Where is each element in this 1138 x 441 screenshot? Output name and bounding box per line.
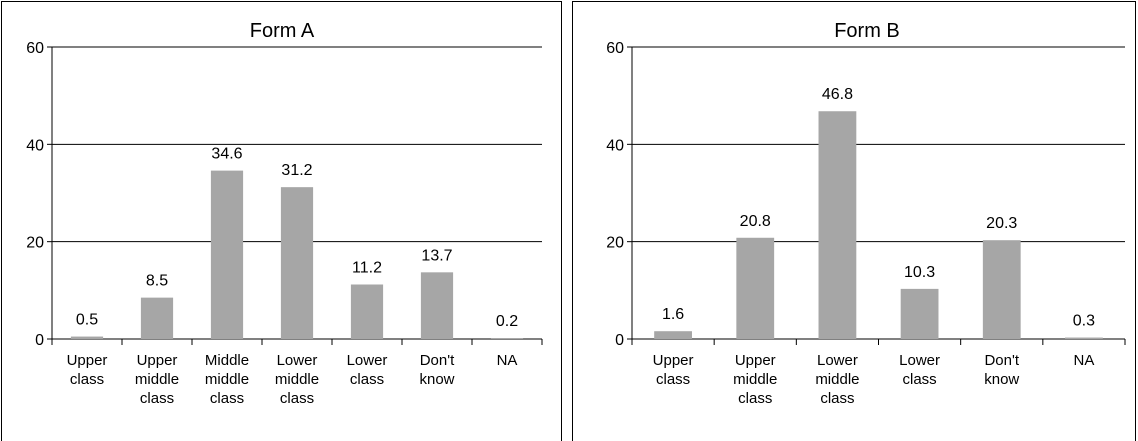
- value-label: 34.6: [211, 146, 242, 163]
- x-tick-label-line: middle: [205, 371, 249, 388]
- x-tick-label: Upper class: [67, 352, 108, 388]
- value-label: 46.8: [822, 86, 853, 103]
- x-tick-label-line: Lower: [899, 352, 940, 369]
- bar: [350, 284, 384, 339]
- x-tick-label-line: know: [419, 371, 454, 388]
- value-label: 13.7: [421, 247, 452, 264]
- y-tick-label: 20: [26, 235, 44, 252]
- chart-title: Form B: [834, 20, 900, 42]
- bar: [70, 336, 104, 339]
- x-tick-label-line: Don't: [984, 352, 1019, 369]
- bar: [736, 237, 775, 339]
- x-tick-label-line: class: [70, 371, 104, 388]
- x-tick-label-line: middle: [815, 371, 859, 388]
- bar: [982, 240, 1021, 339]
- value-label: 0.5: [76, 312, 98, 329]
- x-tick-label: Middle middle class: [205, 352, 249, 407]
- bar: [490, 338, 524, 339]
- y-tick-label: 0: [35, 332, 44, 349]
- x-tick-label-line: Don't: [420, 352, 455, 369]
- bar: [140, 297, 174, 339]
- x-tick-label-line: Upper: [735, 352, 776, 369]
- x-tick-label: Upper class: [653, 352, 694, 388]
- bar: [654, 331, 692, 339]
- x-tick-label-line: class: [210, 390, 244, 407]
- value-label: 10.3: [904, 264, 935, 281]
- x-tick-label-line: class: [902, 371, 936, 388]
- x-tick-label: Don't know: [419, 352, 455, 388]
- value-label: 20.3: [986, 215, 1017, 232]
- x-tick-label-line: Upper: [67, 352, 108, 369]
- x-tick-label-line: Lower: [817, 352, 858, 369]
- bar: [1065, 337, 1103, 339]
- x-tick-label-line: Upper: [653, 352, 694, 369]
- x-tick-label-line: middle: [135, 371, 179, 388]
- x-tick-label-line: know: [984, 371, 1019, 388]
- x-tick-label-line: Lower: [277, 352, 318, 369]
- y-tick-label: 60: [606, 40, 624, 57]
- x-tick-label-line: middle: [733, 371, 777, 388]
- value-label: 11.2: [352, 259, 382, 276]
- bar: [900, 288, 939, 339]
- bar: [210, 170, 244, 339]
- x-tick-label-line: class: [820, 390, 854, 407]
- bar: [818, 111, 857, 340]
- y-tick-label: 60: [26, 40, 44, 57]
- x-tick-label-line: class: [350, 371, 384, 388]
- x-tick-label-line: class: [280, 390, 314, 407]
- x-tick-label: Lower middle class: [275, 352, 319, 407]
- bar: [420, 272, 454, 339]
- x-tick-label-line: middle: [275, 371, 319, 388]
- y-tick-label: 40: [26, 137, 44, 154]
- x-tick-label: Upper middle class: [733, 352, 777, 407]
- value-label: 31.2: [281, 162, 312, 179]
- x-tick-label-line: NA: [497, 352, 518, 369]
- x-tick-label: NA: [1073, 352, 1094, 369]
- value-label: 1.6: [662, 306, 684, 323]
- x-tick-label-line: Upper: [137, 352, 178, 369]
- x-tick-label-line: NA: [1073, 352, 1094, 369]
- x-tick-label: Don't know: [984, 352, 1020, 388]
- x-tick-label: Lower class: [899, 352, 940, 388]
- x-tick-label-line: class: [738, 390, 772, 407]
- x-tick-label-line: class: [656, 371, 690, 388]
- x-tick-label-line: Middle: [205, 352, 249, 369]
- chart-title: Form A: [250, 20, 315, 42]
- y-tick-label: 20: [606, 235, 624, 252]
- x-tick-label-line: Lower: [347, 352, 388, 369]
- x-tick-label: NA: [497, 352, 518, 369]
- value-label: 0.3: [1073, 313, 1095, 330]
- value-label: 20.8: [740, 213, 771, 230]
- x-tick-label: Upper middle class: [135, 352, 179, 407]
- value-label: 0.2: [496, 313, 518, 330]
- x-tick-label-line: class: [140, 390, 174, 407]
- y-tick-label: 0: [615, 332, 624, 349]
- x-tick-label: Lower middle class: [815, 352, 859, 407]
- y-tick-label: 40: [606, 137, 624, 154]
- x-tick-label: Lower class: [347, 352, 388, 388]
- value-label: 8.5: [146, 273, 168, 290]
- bar: [280, 187, 314, 339]
